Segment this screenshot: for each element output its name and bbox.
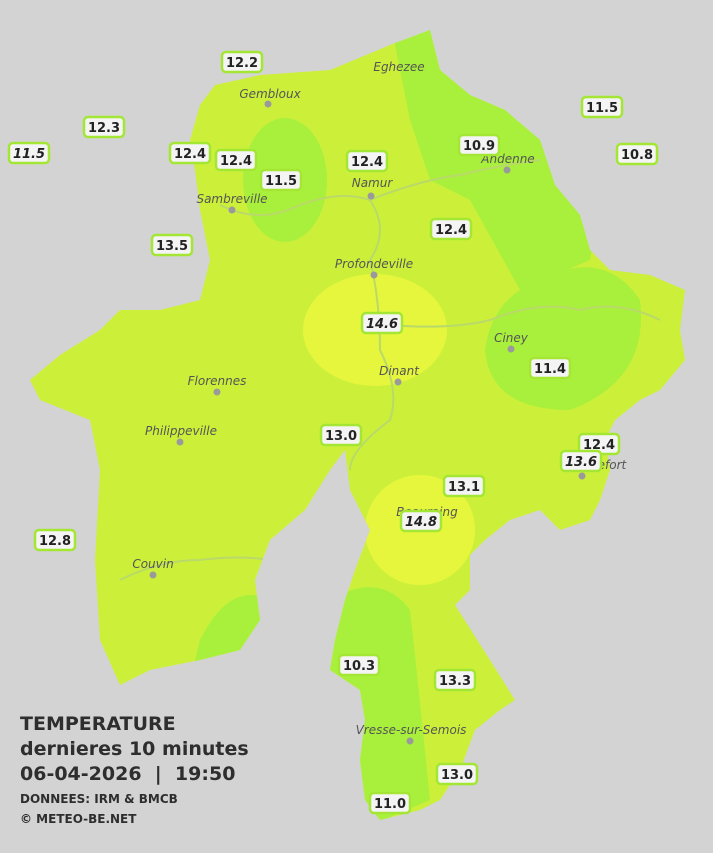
- city-name: Ciney: [494, 331, 529, 345]
- subtitle: dernieres 10 minutes: [20, 738, 249, 760]
- station-box: [433, 668, 477, 692]
- city-dot: [406, 737, 414, 745]
- station-box: [435, 762, 479, 786]
- station-value: 11.0: [374, 797, 406, 812]
- station-box: [220, 50, 264, 74]
- city-dot: [370, 271, 378, 279]
- zone-cool: [485, 267, 642, 410]
- river: [389, 305, 661, 328]
- city-dot: [176, 438, 184, 446]
- city-name: Couvin: [132, 557, 173, 571]
- station-box: [319, 423, 363, 447]
- station-value: 12.8: [39, 534, 71, 549]
- source: DONNEES: IRM & BMCB: [20, 792, 178, 806]
- station-box: [559, 449, 603, 473]
- station-box: [345, 149, 389, 173]
- city-name: Profondeville: [335, 257, 413, 271]
- city-name: Gembloux: [239, 87, 301, 101]
- station-box: [360, 311, 404, 335]
- title: TEMPERATURE: [20, 713, 176, 735]
- city-dot: [578, 472, 586, 480]
- station-box: [168, 141, 212, 165]
- station-box: [259, 168, 303, 192]
- station-value: 12.4: [351, 155, 383, 170]
- datetime: 06-04-2026 | 19:50: [20, 763, 235, 785]
- station-value: 14.8: [405, 515, 437, 530]
- station-box: [580, 95, 624, 119]
- station-value: 13.0: [325, 429, 357, 444]
- station-value: 13.0: [441, 768, 473, 783]
- city-name: Sambreville: [196, 192, 267, 206]
- stations: 12.2 12.3 11.5 12.4 12.4 11.5 12.4 10.9 11.5 10.8…: [7, 50, 659, 815]
- station-box: [214, 148, 258, 172]
- river: [119, 556, 271, 581]
- city-dot: [213, 388, 221, 396]
- city-name: Philippeville: [145, 424, 217, 438]
- station-value: 13.3: [439, 674, 471, 689]
- station-value: 12.2: [226, 56, 258, 71]
- station-value: 13.1: [448, 480, 480, 495]
- station-value: 12.4: [220, 154, 252, 169]
- city-name: Eghezee: [373, 60, 424, 74]
- copyright: © METEO-BE.NET: [20, 812, 137, 826]
- cities: EghezeeGemblouxAndenneNamurSambrevillePr…: [132, 60, 628, 745]
- city-name: Namur: [352, 176, 394, 190]
- station-box: [150, 233, 194, 257]
- city-dot: [264, 100, 272, 108]
- city-dot: [394, 378, 402, 386]
- station-box: [33, 528, 77, 552]
- city-dot: [367, 192, 375, 200]
- station-box: [368, 791, 412, 815]
- station-value: 11.5: [13, 147, 45, 162]
- station-value: 10.8: [621, 148, 653, 163]
- station-value: 10.9: [463, 139, 495, 154]
- city-dot: [228, 206, 236, 214]
- river: [369, 159, 541, 201]
- station-value: 12.4: [174, 147, 206, 162]
- station-box: [615, 142, 659, 166]
- station-value: 11.5: [586, 101, 618, 116]
- city-dot: [149, 571, 157, 579]
- city-dot: [507, 345, 515, 353]
- station-box: [337, 653, 381, 677]
- station-box: [82, 115, 126, 139]
- city-name: Dinant: [379, 364, 420, 378]
- station-value: 10.3: [343, 659, 375, 674]
- river: [219, 195, 395, 471]
- station-box: [442, 474, 486, 498]
- station-value: 11.5: [265, 174, 297, 189]
- station-value: 12.4: [583, 438, 615, 453]
- station-box: [457, 133, 501, 157]
- station-value: 14.6: [366, 317, 398, 332]
- city-name: Vresse-sur-Semois: [356, 723, 467, 737]
- city-name: Florennes: [188, 374, 247, 388]
- station-box: [7, 141, 51, 165]
- station-value: 13.6: [565, 455, 597, 470]
- station-value: 11.4: [534, 362, 566, 377]
- station-box: [399, 509, 443, 533]
- station-value: 12.4: [435, 223, 467, 238]
- station-value: 12.3: [88, 121, 120, 136]
- station-box: [429, 217, 473, 241]
- station-value: 13.5: [156, 239, 188, 254]
- station-box: [528, 356, 572, 380]
- city-dot: [503, 166, 511, 174]
